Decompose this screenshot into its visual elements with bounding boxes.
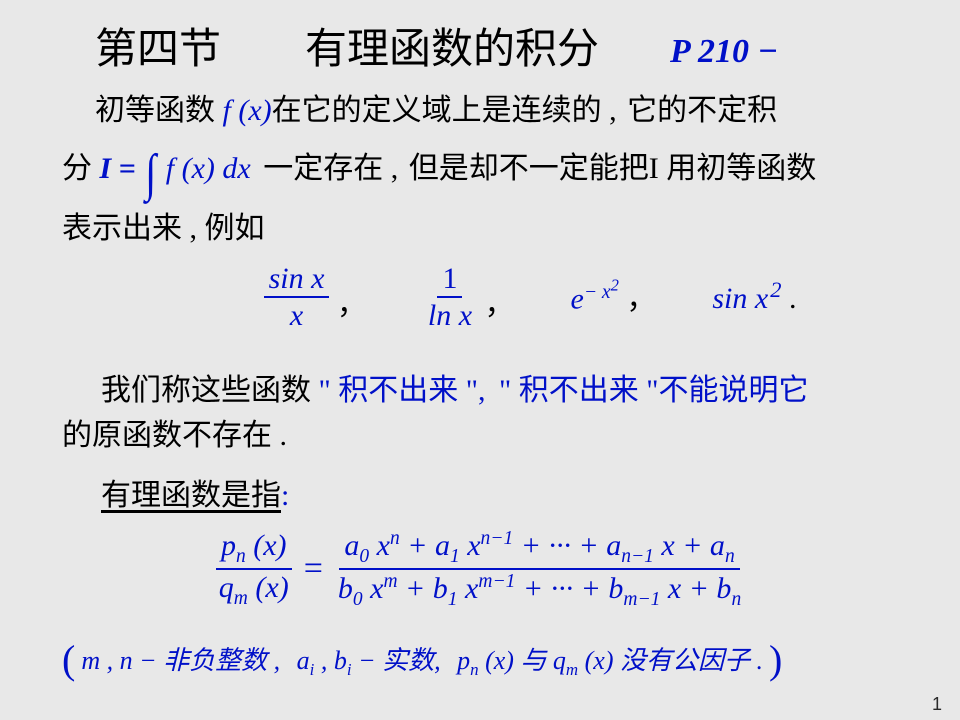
para2-line2: 的原函数不存在 . — [62, 415, 940, 457]
rational-function-formula: pn (x) qm (x) = a0 xn + a1 xn−1 + ··· + … — [0, 528, 960, 611]
expr-1-over-lnx: 1 ln x ， — [423, 262, 515, 332]
conditions: ( m , n − 非负整数 , ai , bi − 实数, pn (x) 与 … — [62, 640, 940, 680]
integral-icon: ∫ — [145, 137, 156, 210]
expr-sin-x-squared: sin x2 . — [712, 274, 796, 320]
main-title: 第四节 有理函数的积分 — [95, 15, 599, 76]
document-page: 第四节 有理函数的积分 P 210 − 初等函数 f (x)在它的定义域上是连续… — [0, 0, 960, 720]
para1-line2: 分 I = ∫ f (x) dx 一定存在 , 但是却不一定能把I 用初等函数 — [62, 145, 940, 201]
example-expressions: sin x x ， 1 ln x ， e− x2 ， sin x2 . — [120, 262, 940, 332]
page-number: 1 — [932, 694, 942, 715]
expr-sinx-over-x: sin x x ， — [264, 262, 367, 332]
expr-e-minus-x-squared: e− x2 ， — [571, 273, 657, 321]
frac-left: pn (x) qm (x) — [214, 529, 294, 610]
para2-line1: 我们称这些函数 " 积不出来 ", " 积不出来 "不能说明它 — [101, 370, 940, 412]
frac-right: a0 xn + a1 xn−1 + ··· + an−1 x + an b0 x… — [333, 528, 746, 611]
definition-intro: 有理函数是指: — [101, 475, 940, 517]
para1-line1: 初等函数 f (x)在它的定义域上是连续的 , 它的不定积 — [95, 90, 940, 132]
para1-line3: 表示出来 , 例如 — [62, 208, 940, 250]
page-ref: P 210 − — [670, 33, 778, 71]
